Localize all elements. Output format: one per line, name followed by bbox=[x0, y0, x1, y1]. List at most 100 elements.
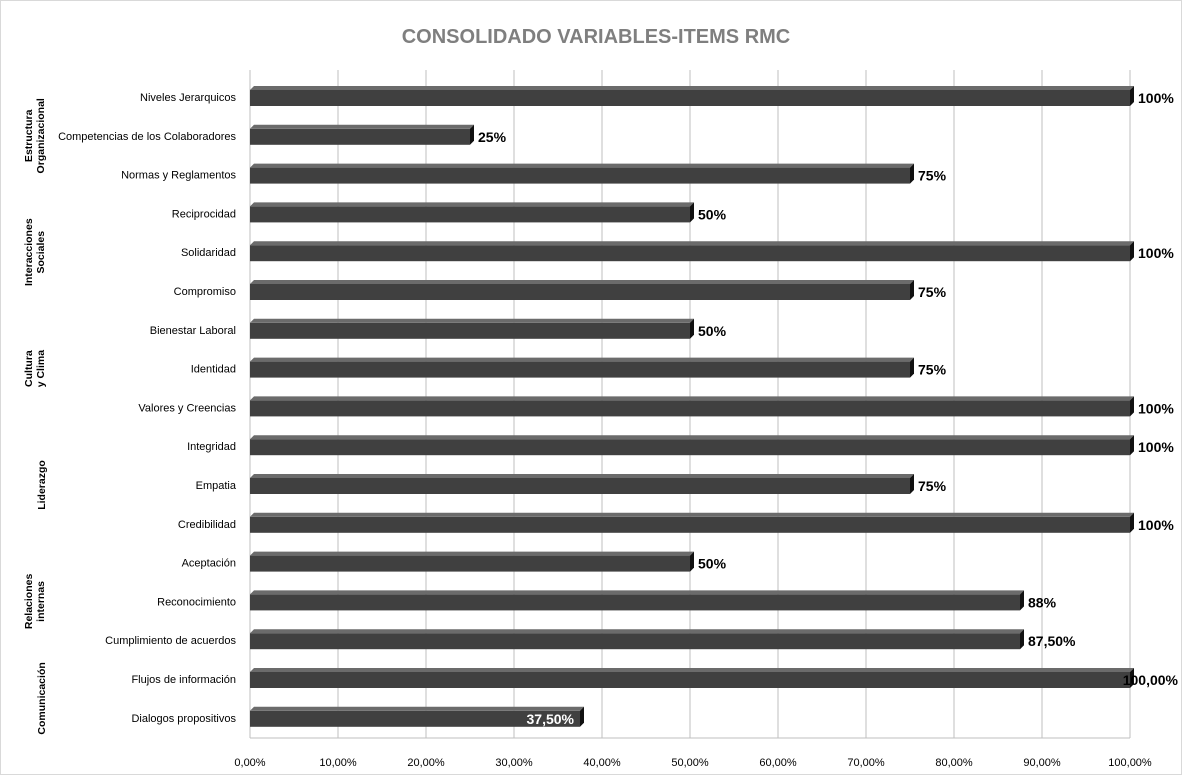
bar-side-face bbox=[1130, 86, 1134, 106]
data-label: 100% bbox=[1138, 439, 1174, 455]
data-label: 75% bbox=[918, 478, 947, 494]
bar bbox=[250, 322, 690, 339]
category-label: Aceptación bbox=[182, 558, 236, 570]
bar-top-face bbox=[250, 163, 914, 168]
bar-side-face bbox=[910, 357, 914, 378]
x-tick-label: 70,00% bbox=[847, 757, 885, 769]
group-label: Liderazgo bbox=[36, 460, 48, 510]
bar-side-face bbox=[580, 706, 584, 727]
bar-top-face bbox=[250, 551, 694, 556]
bar-side-face bbox=[690, 202, 694, 223]
bar bbox=[250, 361, 910, 378]
data-label: 88% bbox=[1028, 594, 1057, 610]
bar-side-face bbox=[1020, 590, 1024, 611]
bar bbox=[250, 206, 690, 223]
bar-top-face bbox=[250, 629, 1024, 634]
category-label: Integridad bbox=[187, 441, 236, 453]
bar-top-face bbox=[250, 474, 914, 478]
chart-title: CONSOLIDADO VARIABLES-ITEMS RMC bbox=[402, 26, 791, 48]
data-label: 50% bbox=[698, 556, 727, 572]
category-label: Reconocimiento bbox=[157, 596, 236, 608]
bar-side-face bbox=[1130, 396, 1134, 417]
category-labels: Niveles Jerarquicos Competencias de los C… bbox=[58, 92, 237, 725]
x-tick-label: 10,00% bbox=[319, 757, 357, 769]
category-label: Identidad bbox=[191, 364, 236, 376]
x-tick-label: 80,00% bbox=[935, 757, 973, 769]
category-label: Valores y Creencias bbox=[138, 402, 236, 414]
bar-top-face bbox=[250, 280, 914, 284]
data-label: 50% bbox=[698, 323, 727, 339]
data-label: 25% bbox=[478, 129, 507, 145]
x-tick-label: 100,00% bbox=[1108, 757, 1152, 769]
category-label: Solidaridad bbox=[181, 247, 236, 259]
bar-top-face bbox=[250, 86, 1134, 90]
group-label: Sociales bbox=[35, 231, 47, 274]
group-label: y Clima bbox=[35, 350, 47, 388]
data-label: 100% bbox=[1138, 245, 1174, 261]
bar bbox=[250, 710, 580, 727]
group-label: Estructura bbox=[23, 109, 35, 162]
data-label: 100% bbox=[1138, 90, 1174, 106]
bar-side-face bbox=[1130, 241, 1134, 262]
x-tick-label: 30,00% bbox=[495, 757, 533, 769]
bar-side-face bbox=[1130, 435, 1134, 456]
data-label: 100% bbox=[1138, 400, 1174, 416]
bar-top-face bbox=[250, 668, 1134, 672]
bar-top-face bbox=[250, 396, 1134, 401]
group-label: Organizacional bbox=[35, 98, 47, 173]
group-label: Interacciones bbox=[23, 218, 35, 286]
group-label: internas bbox=[35, 581, 47, 622]
bar-top-face bbox=[250, 357, 914, 362]
bar-side-face bbox=[690, 551, 694, 572]
bar bbox=[250, 400, 1130, 417]
bar-side-face bbox=[910, 280, 914, 300]
bar bbox=[250, 516, 1130, 533]
data-label: 100% bbox=[1138, 517, 1174, 533]
x-tick-label: 20,00% bbox=[407, 757, 445, 769]
category-label: Competencias de los Colaboradores bbox=[58, 131, 236, 143]
data-label: 75% bbox=[918, 284, 947, 300]
category-label: Bienestar Laboral bbox=[150, 325, 236, 337]
bar-top-face bbox=[250, 124, 474, 129]
x-tick-label: 60,00% bbox=[759, 757, 797, 769]
group-label: Cultura bbox=[23, 350, 35, 387]
bar-top-face bbox=[250, 512, 1134, 517]
bar-top-face bbox=[250, 706, 584, 711]
bar-side-face bbox=[910, 474, 914, 494]
bar bbox=[250, 594, 1020, 611]
bars bbox=[250, 86, 1134, 727]
bar bbox=[250, 284, 910, 300]
category-label: Flujos de información bbox=[131, 674, 236, 686]
data-labels: 100% 25% 75% 50% 100% 75% 50% 75% 100% 100% 75% 100… bbox=[478, 90, 1179, 727]
bar-top-face bbox=[250, 590, 1024, 595]
bar-top-face bbox=[250, 202, 694, 207]
bar-top-face bbox=[250, 318, 694, 323]
data-label: 100,00% bbox=[1123, 672, 1179, 688]
bar bbox=[250, 633, 1020, 650]
bar bbox=[250, 672, 1130, 688]
bar bbox=[250, 128, 470, 145]
x-tick-label: 40,00% bbox=[583, 757, 621, 769]
bar-side-face bbox=[1020, 629, 1024, 650]
x-tick-label: 0,00% bbox=[234, 757, 265, 769]
bar bbox=[250, 555, 690, 572]
category-label: Cumplimiento de acuerdos bbox=[105, 635, 236, 647]
x-tick-label: 50,00% bbox=[671, 757, 709, 769]
category-label: Compromiso bbox=[174, 286, 236, 298]
group-labels: Estructura Organizacional Interacciones Soc… bbox=[23, 98, 48, 734]
x-axis-ticks: 0,00% 10,00% 20,00% 30,00% 40,00% 50,00% 60,00… bbox=[234, 757, 1152, 769]
group-label: Comunicación bbox=[36, 662, 48, 734]
data-label: 75% bbox=[918, 168, 947, 184]
category-label: Normas y Reglamentos bbox=[121, 170, 236, 182]
bar bbox=[250, 439, 1130, 456]
data-label: 37,50% bbox=[527, 711, 575, 727]
data-label: 87,50% bbox=[1028, 633, 1076, 649]
bar-side-face bbox=[470, 124, 474, 145]
group-label: Relaciones bbox=[23, 574, 35, 630]
bar bbox=[250, 478, 910, 494]
bar-side-face bbox=[910, 163, 914, 184]
bar-top-face bbox=[250, 241, 1134, 246]
bar-side-face bbox=[690, 318, 694, 339]
category-label: Credibilidad bbox=[178, 519, 236, 531]
